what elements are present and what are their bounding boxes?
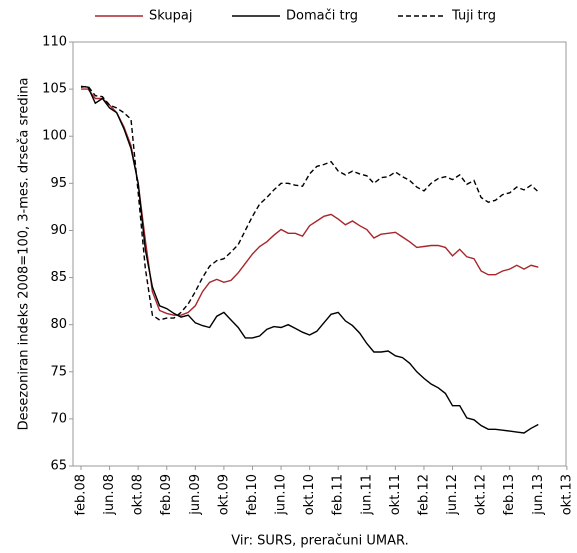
x-tick-label: feb.12	[416, 474, 431, 516]
x-tick-label: feb.09	[159, 474, 174, 516]
x-tick-label: jun.09	[188, 474, 203, 516]
x-tick-label: okt.10	[302, 474, 317, 515]
plot-frame	[72, 41, 567, 467]
x-tick-label: okt.13	[559, 474, 574, 515]
y-tick-label: 65	[50, 459, 67, 474]
x-tick-label: jun.10	[274, 474, 289, 516]
legend-label: Domači trg	[286, 9, 358, 24]
x-tick-label: okt.08	[131, 474, 146, 515]
x-tick-label: okt.11	[388, 474, 403, 515]
y-tick-label: 85	[50, 270, 67, 285]
y-tick-label: 70	[50, 411, 67, 426]
y-tick-label: 75	[50, 364, 67, 379]
y-tick-label: 100	[42, 129, 67, 144]
x-tick-label: jun.12	[445, 474, 460, 516]
x-tick-label: okt.12	[474, 474, 489, 515]
x-tick-label: feb.10	[245, 474, 260, 516]
x-tick-label: jun.08	[102, 474, 117, 516]
legend-label: Skupaj	[149, 9, 192, 24]
x-tick-label: okt.09	[216, 474, 231, 515]
series-line	[80, 85, 539, 321]
x-tick-label: jun.13	[531, 474, 546, 516]
y-tick-label: 80	[50, 317, 67, 332]
y-tick-label: 105	[42, 82, 67, 97]
series-line	[80, 85, 539, 434]
x-tick-label: feb.11	[331, 474, 346, 516]
y-tick-label: 95	[50, 176, 67, 191]
series-line	[81, 88, 539, 316]
y-tick-label: 110	[42, 35, 67, 50]
source-note: Vir: SURS, preračuni UMAR.	[231, 534, 408, 549]
x-tick-label: feb.13	[502, 474, 517, 516]
legend-label: Tuji trg	[451, 9, 496, 24]
x-tick-label: jun.11	[359, 474, 374, 516]
x-tick-label: feb.08	[74, 474, 89, 516]
y-axis-label: Desezoniran indeks 2008=100, 3-mes. drse…	[17, 78, 32, 431]
y-tick-label: 90	[50, 223, 67, 238]
